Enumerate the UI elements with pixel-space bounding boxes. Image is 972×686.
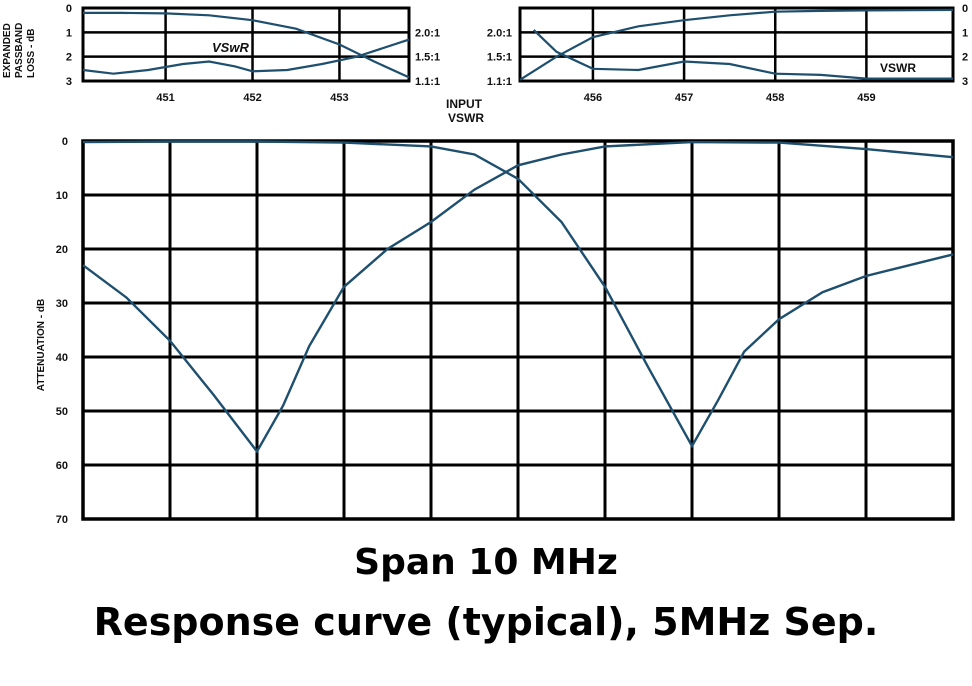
left-passband-ytick-label: 3	[66, 76, 72, 88]
right-passband-chart: 0 1 2 3 456 457 458 459 2.0:1 1.5:1 1.1:1 VSWR	[487, 3, 968, 104]
left-passband-xtick-label: 451	[156, 92, 174, 104]
left-vswr-tick-label: 1.5:1	[415, 52, 440, 64]
right-passband-xtick-label: 457	[675, 92, 693, 104]
left-vswr-annotation: VSwR	[212, 40, 249, 55]
input-vswr-label-line1: INPUT	[446, 97, 483, 111]
right-passband-frame	[518, 6, 955, 83]
attenuation-ytick-label: 60	[56, 460, 68, 472]
right-passband-loss-curve	[519, 8, 954, 81]
left-passband-ylabel-line2: PASSBAND	[14, 23, 25, 78]
left-passband-frame	[81, 6, 411, 83]
attenuation-ytick-label: 20	[56, 244, 68, 256]
right-passband-ytick-label: 0	[962, 3, 968, 15]
left-vswr-tick-label: 1.1:1	[415, 76, 440, 88]
right-passband-ytick-label: 3	[962, 76, 968, 88]
caption-title: Response curve (typical), 5MHz Sep.	[93, 600, 879, 644]
attenuation-ylabel: ATTENUATION - dB	[36, 299, 47, 391]
right-vswr-curve	[532, 29, 953, 80]
left-vswr-curve	[82, 38, 410, 75]
channel-1-response-curve	[82, 140, 954, 454]
left-passband-xtick-label: 453	[330, 92, 348, 104]
left-passband-ytick-label: 0	[66, 3, 72, 15]
right-passband-xtick-label: 459	[857, 92, 875, 104]
right-passband-ytick-label: 1	[962, 27, 968, 39]
left-passband-ylabel-line3: LOSS - dB	[26, 29, 37, 78]
attenuation-ytick-label: 70	[56, 514, 68, 526]
attenuation-ytick-label: 10	[56, 190, 68, 202]
caption-span: Span 10 MHz	[354, 542, 618, 583]
right-vswr-tick-label: 2.0:1	[487, 27, 512, 39]
right-vswr-tick-label: 1.5:1	[487, 52, 512, 64]
input-vswr-label-line2: VSWR	[448, 111, 484, 125]
right-passband-xtick-label: 456	[584, 92, 602, 104]
right-passband-ytick-label: 2	[962, 52, 968, 64]
right-vswr-tick-label: 1.1:1	[487, 76, 512, 88]
input-vswr-label: INPUT VSWR	[446, 97, 484, 125]
right-passband-xtick-label: 458	[766, 92, 784, 104]
attenuation-chart: 0 10 20 30 40 50 60 70 ATTENUATION - dB	[36, 136, 955, 526]
attenuation-ytick-label: 30	[56, 298, 68, 310]
attenuation-ytick-label: 40	[56, 352, 68, 364]
left-passband-ytick-label: 2	[66, 52, 72, 64]
left-vswr-tick-label: 2.0:1	[415, 27, 440, 39]
channel-2-response-curve	[82, 140, 954, 449]
left-passband-ylabel-line1: EXPANDED	[2, 23, 13, 78]
left-passband-chart: EXPANDED PASSBAND LOSS - dB 0 1 2 3 451 452 4…	[2, 3, 440, 104]
left-passband-ytick-label: 1	[66, 27, 72, 39]
attenuation-ytick-label: 0	[62, 136, 68, 148]
attenuation-ytick-label: 50	[56, 406, 68, 418]
right-vswr-annotation: VSWR	[880, 61, 916, 75]
left-passband-xtick-label: 452	[243, 92, 261, 104]
